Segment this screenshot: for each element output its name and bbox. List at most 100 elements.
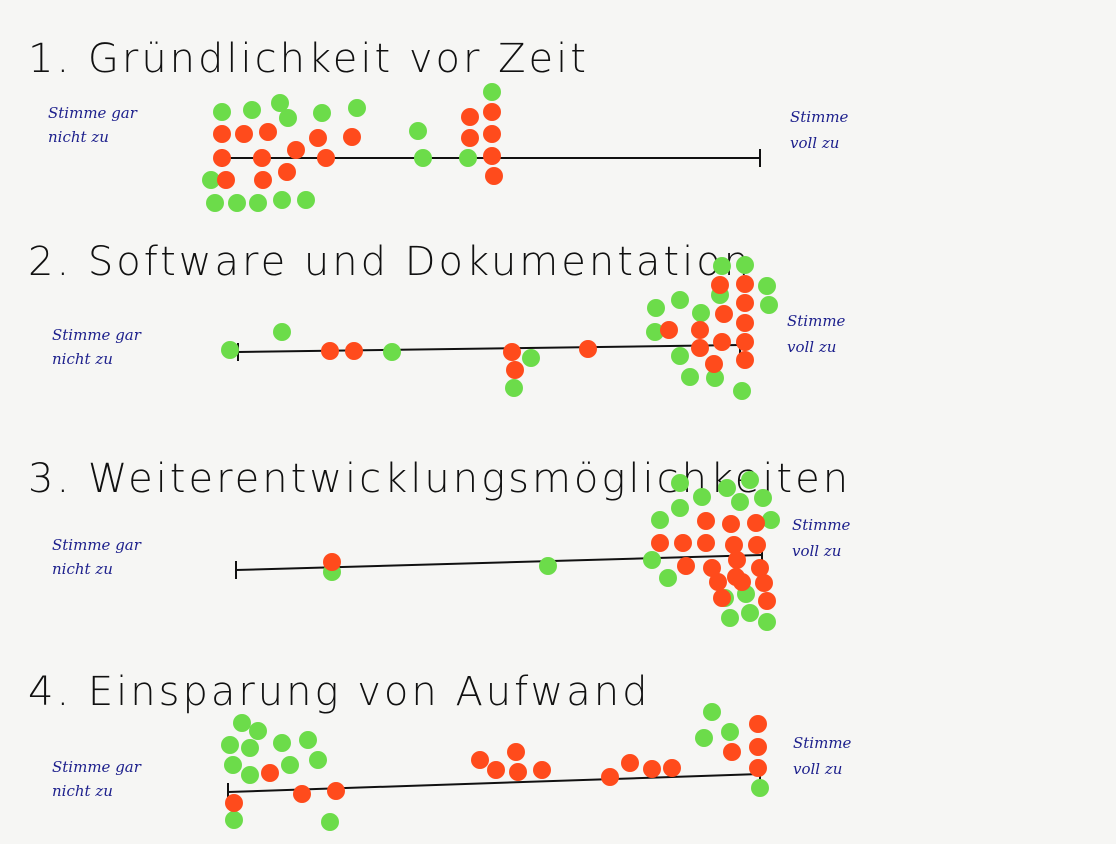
green-dot bbox=[221, 736, 239, 754]
left-label: Stimme gar bbox=[52, 758, 142, 776]
red-dot bbox=[509, 763, 527, 781]
scale-line bbox=[227, 773, 761, 793]
green-dot bbox=[736, 256, 754, 274]
red-dot bbox=[749, 759, 767, 777]
red-dot bbox=[751, 559, 769, 577]
green-dot bbox=[225, 811, 243, 829]
red-dot bbox=[601, 768, 619, 786]
red-dot bbox=[736, 314, 754, 332]
red-dot bbox=[621, 754, 639, 772]
red-dot bbox=[259, 123, 277, 141]
green-dot bbox=[706, 369, 724, 387]
red-dot bbox=[660, 321, 678, 339]
red-dot bbox=[691, 321, 709, 339]
green-dot bbox=[741, 471, 759, 489]
red-dot bbox=[225, 794, 243, 812]
green-dot bbox=[414, 149, 432, 167]
left-label: Stimme gar bbox=[48, 104, 138, 122]
green-dot bbox=[228, 194, 246, 212]
red-dot bbox=[487, 761, 505, 779]
green-dot bbox=[313, 104, 331, 122]
green-dot bbox=[273, 191, 291, 209]
red-dot bbox=[748, 536, 766, 554]
left-label: Stimme gar bbox=[52, 326, 142, 344]
green-dot bbox=[646, 323, 664, 341]
red-dot bbox=[715, 305, 733, 323]
red-dot bbox=[697, 512, 715, 530]
red-dot bbox=[677, 557, 695, 575]
green-dot bbox=[273, 734, 291, 752]
red-dot bbox=[309, 129, 327, 147]
red-dot bbox=[703, 559, 721, 577]
red-dot bbox=[747, 514, 765, 532]
green-dot bbox=[241, 739, 259, 757]
green-dot bbox=[233, 714, 251, 732]
green-dot bbox=[348, 99, 366, 117]
green-dot bbox=[671, 291, 689, 309]
red-dot bbox=[663, 759, 681, 777]
red-dot bbox=[697, 534, 715, 552]
left-label: nicht zu bbox=[52, 560, 113, 578]
green-dot bbox=[539, 557, 557, 575]
green-dot bbox=[721, 723, 739, 741]
green-dot bbox=[522, 349, 540, 367]
green-dot bbox=[760, 296, 778, 314]
red-dot bbox=[736, 351, 754, 369]
red-dot bbox=[507, 743, 525, 761]
red-dot bbox=[711, 276, 729, 294]
green-dot bbox=[692, 304, 710, 322]
red-dot bbox=[749, 738, 767, 756]
right-label: Stimme bbox=[787, 312, 846, 330]
section-title: 2. Software und Dokumentation bbox=[28, 239, 752, 285]
red-dot bbox=[503, 343, 521, 361]
red-dot bbox=[736, 333, 754, 351]
green-dot bbox=[483, 83, 501, 101]
red-dot bbox=[651, 534, 669, 552]
red-dot bbox=[461, 108, 479, 126]
green-dot bbox=[321, 813, 339, 831]
red-dot bbox=[728, 551, 746, 569]
red-dot bbox=[217, 171, 235, 189]
red-dot bbox=[713, 589, 731, 607]
green-dot bbox=[643, 551, 661, 569]
green-dot bbox=[241, 766, 259, 784]
green-dot bbox=[249, 722, 267, 740]
green-dot bbox=[202, 171, 220, 189]
red-dot bbox=[343, 128, 361, 146]
red-dot bbox=[293, 785, 311, 803]
right-label: Stimme bbox=[790, 108, 849, 126]
red-dot bbox=[483, 103, 501, 121]
red-dot bbox=[758, 592, 776, 610]
section-title: 3. Weiterentwicklungsmöglichkeiten bbox=[28, 456, 851, 502]
red-dot bbox=[705, 355, 723, 373]
red-dot bbox=[709, 573, 727, 591]
green-dot bbox=[671, 347, 689, 365]
red-dot bbox=[483, 147, 501, 165]
green-dot bbox=[671, 499, 689, 517]
green-dot bbox=[206, 194, 224, 212]
section-title: 4. Einsparung von Aufwand bbox=[28, 669, 651, 715]
green-dot bbox=[297, 191, 315, 209]
red-dot bbox=[713, 333, 731, 351]
green-dot bbox=[731, 493, 749, 511]
red-dot bbox=[287, 141, 305, 159]
red-dot bbox=[323, 553, 341, 571]
left-label: Stimme gar bbox=[52, 536, 142, 554]
green-dot bbox=[281, 756, 299, 774]
red-dot bbox=[213, 149, 231, 167]
green-dot bbox=[273, 323, 291, 341]
green-dot bbox=[279, 109, 297, 127]
red-dot bbox=[674, 534, 692, 552]
red-dot bbox=[261, 764, 279, 782]
red-dot bbox=[483, 125, 501, 143]
scale-line bbox=[235, 554, 763, 571]
green-dot bbox=[271, 94, 289, 112]
right-label: voll zu bbox=[790, 134, 839, 152]
red-dot bbox=[736, 294, 754, 312]
red-dot bbox=[579, 340, 597, 358]
green-dot bbox=[383, 343, 401, 361]
green-dot bbox=[693, 488, 711, 506]
right-label: voll zu bbox=[787, 338, 836, 356]
red-dot bbox=[723, 743, 741, 761]
